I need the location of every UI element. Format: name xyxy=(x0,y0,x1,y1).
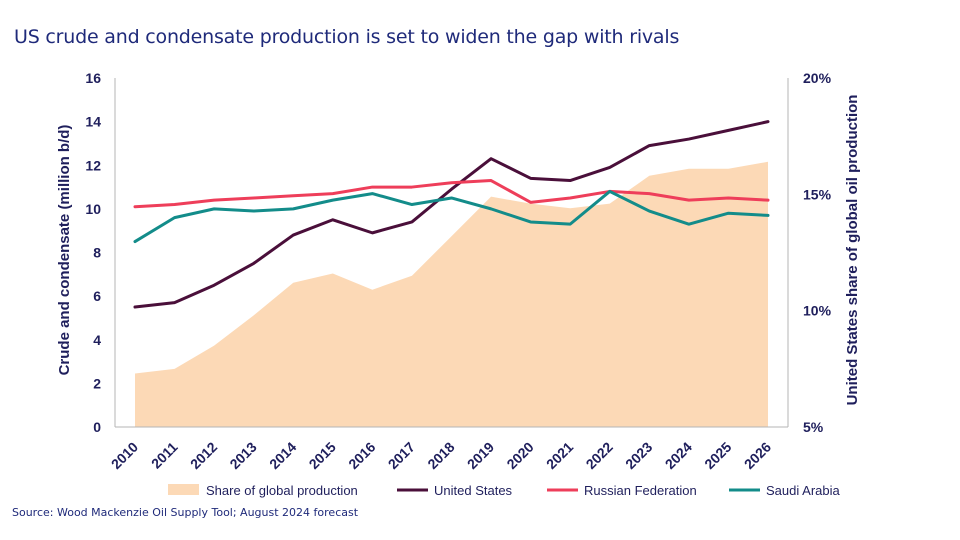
y-tick-label: 10 xyxy=(85,201,101,217)
x-tick-label: 2013 xyxy=(226,439,259,472)
y-tick-label: 16 xyxy=(85,70,101,86)
area-layer xyxy=(135,161,768,427)
y-tick-label: 8 xyxy=(93,245,101,261)
x-tick-label: 2016 xyxy=(345,439,378,472)
x-tick-label: 2021 xyxy=(543,439,576,472)
y-tick-label: 6 xyxy=(93,288,101,304)
x-tick-label: 2024 xyxy=(662,439,695,472)
x-tick-label: 2015 xyxy=(306,439,339,472)
area-share-global xyxy=(135,161,768,427)
source-note: Source: Wood Mackenzie Oil Supply Tool; … xyxy=(12,506,359,519)
x-tick-label: 2010 xyxy=(108,439,141,472)
y-tick-label: 0 xyxy=(93,419,101,435)
chart-title: US crude and condensate production is se… xyxy=(14,26,680,48)
series-line-united-states xyxy=(133,120,770,309)
x-tick-label: 2018 xyxy=(424,439,457,472)
legend-swatch-share xyxy=(168,484,199,495)
y2-tick-label: 15% xyxy=(803,186,832,202)
y-tick-label: 12 xyxy=(85,157,101,173)
y-tick-label: 14 xyxy=(85,114,101,130)
legend-label: Saudi Arabia xyxy=(766,483,840,498)
y-tick-label: 2 xyxy=(93,375,101,391)
x-tick-label: 2012 xyxy=(187,439,220,472)
x-tick-label: 2019 xyxy=(464,439,497,472)
y2-tick-label: 5% xyxy=(803,419,824,435)
x-tick-label: 2026 xyxy=(741,439,774,472)
axes-layer xyxy=(114,78,789,428)
y2-axis-title: United States share of global oil produc… xyxy=(844,95,861,406)
x-tick-label: 2014 xyxy=(266,439,299,472)
x-tick-label: 2020 xyxy=(503,439,536,472)
x-tick-label: 2025 xyxy=(701,439,734,472)
series-line-saudi-arabia xyxy=(133,189,770,244)
y2-tick-label: 10% xyxy=(803,303,832,319)
legend-label: Russian Federation xyxy=(584,483,697,498)
y-axis-title: Crude and condensate (million b/d) xyxy=(56,125,73,376)
x-tick-label: 2011 xyxy=(148,439,181,472)
legend-label: Share of global production xyxy=(206,483,358,498)
lines-layer xyxy=(133,120,770,309)
y-tick-label: 4 xyxy=(93,332,101,348)
legend: Share of global production United States R… xyxy=(168,483,840,498)
series-line-russian-federation xyxy=(133,179,770,209)
y2-tick-label: 20% xyxy=(803,70,832,86)
legend-label: United States xyxy=(434,483,513,498)
x-tick-label: 2023 xyxy=(622,439,655,472)
x-tick-label: 2022 xyxy=(583,439,616,472)
x-tick-label: 2017 xyxy=(385,439,418,472)
